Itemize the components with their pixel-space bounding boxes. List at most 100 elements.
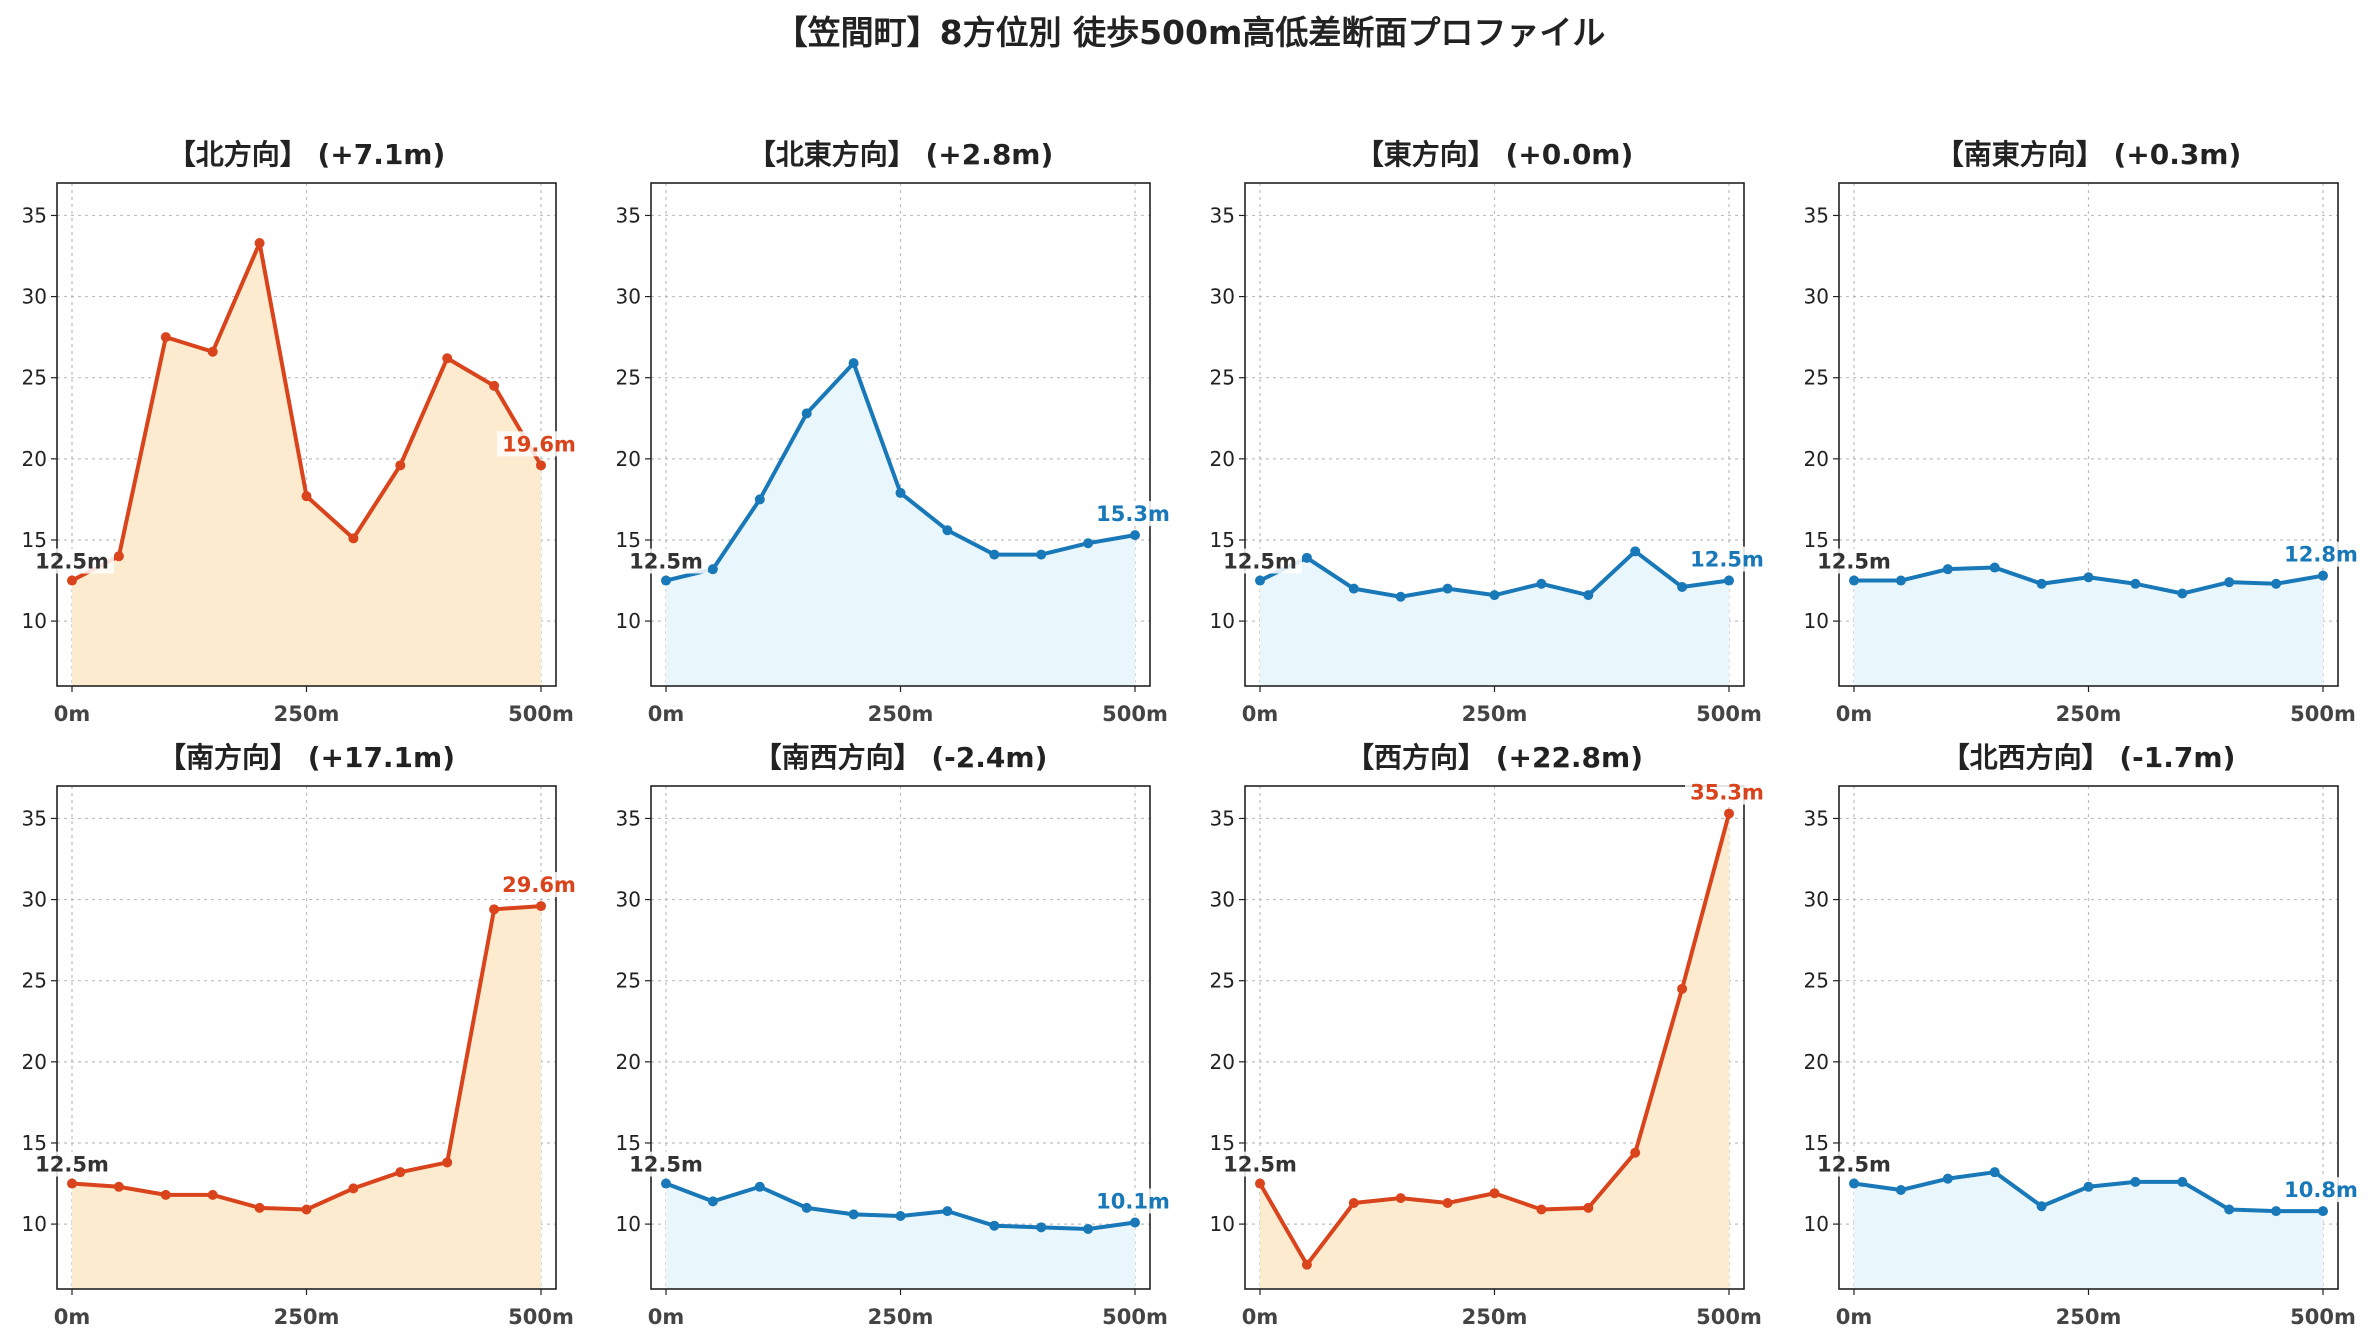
data-point xyxy=(1395,1193,1406,1204)
data-point xyxy=(2224,1204,2235,1215)
panel-title: 【南西方向】 (-2.4m) xyxy=(754,741,1048,774)
data-point xyxy=(1301,1259,1312,1270)
y-tick-label: 20 xyxy=(616,447,641,471)
y-tick-label: 15 xyxy=(1210,528,1235,552)
data-point xyxy=(395,460,406,471)
y-tick-label: 30 xyxy=(22,888,47,912)
start-label-bg xyxy=(30,548,114,574)
elevation-area xyxy=(666,1183,1135,1289)
data-point xyxy=(1489,590,1500,601)
y-tick-label: 20 xyxy=(1210,1050,1235,1074)
y-tick-label: 30 xyxy=(616,888,641,912)
y-tick-label: 10 xyxy=(616,1212,641,1236)
data-point xyxy=(1395,591,1406,602)
data-point xyxy=(895,1210,906,1221)
elevation-area xyxy=(666,363,1135,686)
data-point xyxy=(2177,1176,2188,1187)
data-point xyxy=(442,353,453,364)
data-point xyxy=(1677,582,1688,593)
data-point xyxy=(207,1189,218,1200)
data-point xyxy=(707,564,718,575)
end-label-bg xyxy=(1091,501,1175,527)
y-tick-label: 35 xyxy=(616,203,641,227)
data-point xyxy=(1849,1178,1859,1189)
data-point xyxy=(442,1157,453,1168)
y-tick-label: 30 xyxy=(1210,285,1235,309)
data-point xyxy=(661,1178,671,1189)
x-tick-label: 250m xyxy=(868,702,934,726)
end-label-bg xyxy=(497,431,581,457)
data-point xyxy=(661,575,671,586)
panel-title: 【西方向】 (+22.8m) xyxy=(1346,741,1643,774)
x-tick-label: 500m xyxy=(1696,1305,1762,1329)
y-tick-label: 30 xyxy=(616,285,641,309)
start-label-bg xyxy=(1812,1151,1896,1177)
profile-panel: 【西方向】 (+22.8m) 10 15 20 25 30 35 0m 250m 500m 12.5… xyxy=(1210,741,1769,1329)
y-tick-label: 15 xyxy=(22,528,47,552)
y-tick-label: 35 xyxy=(22,203,47,227)
data-point xyxy=(1083,1223,1094,1234)
data-point xyxy=(1255,575,1265,586)
x-tick-label: 0m xyxy=(54,1305,91,1329)
data-point xyxy=(942,1206,953,1217)
data-point xyxy=(1083,538,1094,549)
end-elevation-label: 35.3m xyxy=(1690,781,1764,805)
data-point xyxy=(989,1220,1000,1231)
start-label-bg xyxy=(1218,1151,1302,1177)
data-point xyxy=(2130,578,2141,589)
y-tick-label: 10 xyxy=(616,609,641,633)
y-tick-label: 15 xyxy=(1804,1131,1829,1155)
data-point xyxy=(2036,578,2047,589)
x-tick-label: 0m xyxy=(1242,1305,1279,1329)
x-tick-label: 250m xyxy=(1462,1305,1528,1329)
data-point xyxy=(989,549,1000,560)
end-elevation-label: 12.5m xyxy=(1690,548,1764,572)
data-point xyxy=(2083,1181,2094,1192)
data-point xyxy=(1989,562,2000,573)
data-point xyxy=(2271,1206,2282,1217)
y-tick-label: 20 xyxy=(1804,447,1829,471)
data-point xyxy=(160,1189,171,1200)
data-point xyxy=(801,1202,812,1213)
y-tick-label: 30 xyxy=(22,285,47,309)
start-elevation-label: 12.5m xyxy=(35,550,109,574)
data-point xyxy=(895,487,906,498)
start-elevation-label: 12.5m xyxy=(1223,1153,1297,1177)
x-tick-label: 500m xyxy=(508,702,574,726)
y-tick-label: 15 xyxy=(1210,1131,1235,1155)
y-tick-label: 15 xyxy=(1804,528,1829,552)
y-tick-label: 35 xyxy=(1804,203,1829,227)
end-label-bg xyxy=(497,872,581,898)
x-tick-label: 250m xyxy=(1462,702,1528,726)
y-tick-label: 20 xyxy=(616,1050,641,1074)
data-point xyxy=(1724,808,1734,819)
data-point xyxy=(1630,1147,1641,1158)
panel-title: 【南東方向】 (+0.3m) xyxy=(1936,138,2242,171)
panel-title: 【北西方向】 (-1.7m) xyxy=(1942,741,2236,774)
profile-panel: 【北方向】 (+7.1m) 10 15 20 25 30 35 0m 250m 500m 12.5m… xyxy=(22,138,581,726)
panel-title: 【北方向】 (+7.1m) xyxy=(168,138,446,171)
y-tick-label: 35 xyxy=(22,806,47,830)
data-point xyxy=(2177,588,2188,599)
data-point xyxy=(1130,530,1140,541)
x-tick-label: 500m xyxy=(1696,702,1762,726)
data-point xyxy=(2271,578,2282,589)
data-point xyxy=(848,358,859,369)
y-tick-label: 25 xyxy=(616,366,641,390)
data-point xyxy=(1130,1217,1140,1228)
x-tick-label: 250m xyxy=(274,702,340,726)
elevation-area xyxy=(72,906,541,1289)
x-tick-label: 250m xyxy=(274,1305,340,1329)
y-tick-label: 25 xyxy=(22,366,47,390)
profile-panel: 【南東方向】 (+0.3m) 10 15 20 25 30 35 0m 250m 500m 12.5… xyxy=(1804,138,2363,726)
data-point xyxy=(207,346,218,357)
x-tick-label: 500m xyxy=(1102,1305,1168,1329)
y-tick-label: 10 xyxy=(22,609,47,633)
panel-title: 【南方向】 (+17.1m) xyxy=(158,741,455,774)
end-elevation-label: 10.8m xyxy=(2284,1178,2358,1202)
data-point xyxy=(1583,590,1594,601)
data-point xyxy=(301,1204,312,1215)
x-tick-label: 0m xyxy=(1242,702,1279,726)
x-tick-label: 500m xyxy=(508,1305,574,1329)
data-point xyxy=(254,238,265,249)
